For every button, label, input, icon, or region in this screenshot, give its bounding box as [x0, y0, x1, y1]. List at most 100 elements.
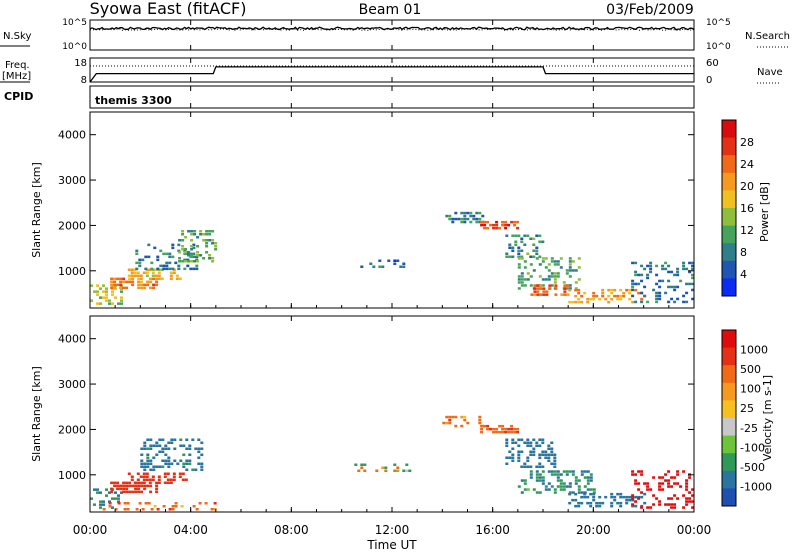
echo-cell [127, 268, 131, 271]
echo-cell [165, 267, 169, 271]
echo-cell [199, 254, 203, 257]
echo-cell [172, 475, 176, 478]
echo-cell [163, 472, 167, 475]
echo-cell [466, 421, 470, 425]
echo-cell [187, 260, 191, 263]
echo-cell [520, 272, 524, 275]
echo-cell [544, 266, 548, 269]
power-panel: 1000 2000 3000 4000 Slant Range [km] 4 8 12 16… [30, 111, 771, 309]
echo-cell [541, 284, 545, 287]
echo-cell [685, 291, 689, 295]
echo-cell [177, 264, 181, 268]
echo-cell [547, 470, 551, 473]
colorbar-tick-label: -1000 [740, 480, 772, 493]
echo-cell [168, 508, 172, 511]
echo-cell [583, 485, 587, 488]
echo-cell [161, 450, 165, 453]
echo-cell [155, 465, 159, 468]
echo-cell [634, 261, 638, 265]
echo-cell [139, 475, 143, 478]
echo-cell [164, 462, 168, 465]
echo-cell [96, 302, 99, 305]
echo-cell [96, 293, 99, 296]
echo-cell [185, 459, 189, 462]
echo-cell [554, 293, 558, 296]
echo-cell [167, 456, 171, 459]
echo-cell [179, 459, 183, 462]
echo-cell [526, 252, 530, 255]
echo-cell [673, 285, 677, 289]
echo-cell [495, 226, 499, 230]
echo-cell [530, 293, 534, 296]
echo-cell [553, 281, 557, 284]
echo-cell [513, 430, 517, 434]
echo-cell [646, 488, 650, 491]
echo-cell [574, 281, 578, 284]
echo-cell [568, 288, 572, 292]
echo-cell [194, 468, 198, 471]
echo-cell [652, 503, 656, 506]
echo-cell [480, 220, 484, 224]
echo-cell [99, 296, 102, 299]
echo-cell [655, 291, 659, 295]
echo-cell [149, 277, 153, 281]
echo-cell [505, 462, 509, 465]
echo-cell [640, 297, 644, 301]
echo-cell [187, 251, 191, 254]
echo-cell [679, 485, 683, 488]
echo-cell [691, 267, 695, 271]
echo-cell [208, 233, 212, 236]
velocity-echo-map [90, 415, 695, 511]
echo-cell [184, 248, 188, 251]
echo-cell [655, 300, 659, 304]
echo-cell [661, 482, 665, 485]
echo-cell [643, 501, 647, 505]
echo-cell [595, 504, 599, 508]
echo-cell [580, 491, 584, 494]
echo-cell [598, 297, 602, 301]
echo-cell [150, 508, 154, 511]
echo-cell [520, 257, 524, 260]
echo-cell [155, 277, 159, 281]
echo-cell [592, 491, 596, 494]
echo-cell [517, 459, 521, 462]
echo-cell [513, 223, 517, 227]
echo-cell [691, 488, 695, 491]
echo-cell [640, 264, 644, 268]
echo-cell [378, 265, 382, 268]
echo-cell [553, 453, 557, 456]
colorbar-frame [721, 329, 737, 507]
echo-cell [146, 484, 150, 488]
echo-cell [480, 427, 484, 431]
echo-cell [105, 290, 108, 293]
echo-cell [661, 264, 665, 268]
echo-cell [529, 476, 533, 479]
echo-cell [122, 487, 126, 491]
echo-cell [120, 491, 123, 494]
echo-cell [445, 214, 449, 218]
echo-cell [691, 288, 695, 292]
echo-cell [110, 481, 114, 485]
echo-cell [123, 508, 127, 511]
echo-cell [550, 473, 554, 476]
echo-cell [547, 488, 551, 491]
echo-cell [553, 465, 557, 468]
echo-cell [126, 508, 130, 511]
echo-cell [649, 270, 653, 274]
echo-cell [598, 495, 602, 499]
echo-cell [682, 264, 686, 268]
echo-cell [170, 441, 174, 444]
echo-cell [511, 438, 515, 441]
echo-cell [529, 237, 533, 240]
echo-cell [193, 260, 197, 263]
echo-cell [553, 263, 557, 266]
echo-cell [155, 441, 159, 444]
echo-cell [155, 484, 159, 488]
echo-cell [384, 466, 388, 469]
echo-cell [646, 482, 650, 485]
echo-cell [448, 214, 452, 218]
echo-cell [145, 271, 149, 274]
echo-cell [211, 260, 215, 263]
echo-cell [676, 297, 680, 301]
echo-cell [592, 498, 596, 502]
